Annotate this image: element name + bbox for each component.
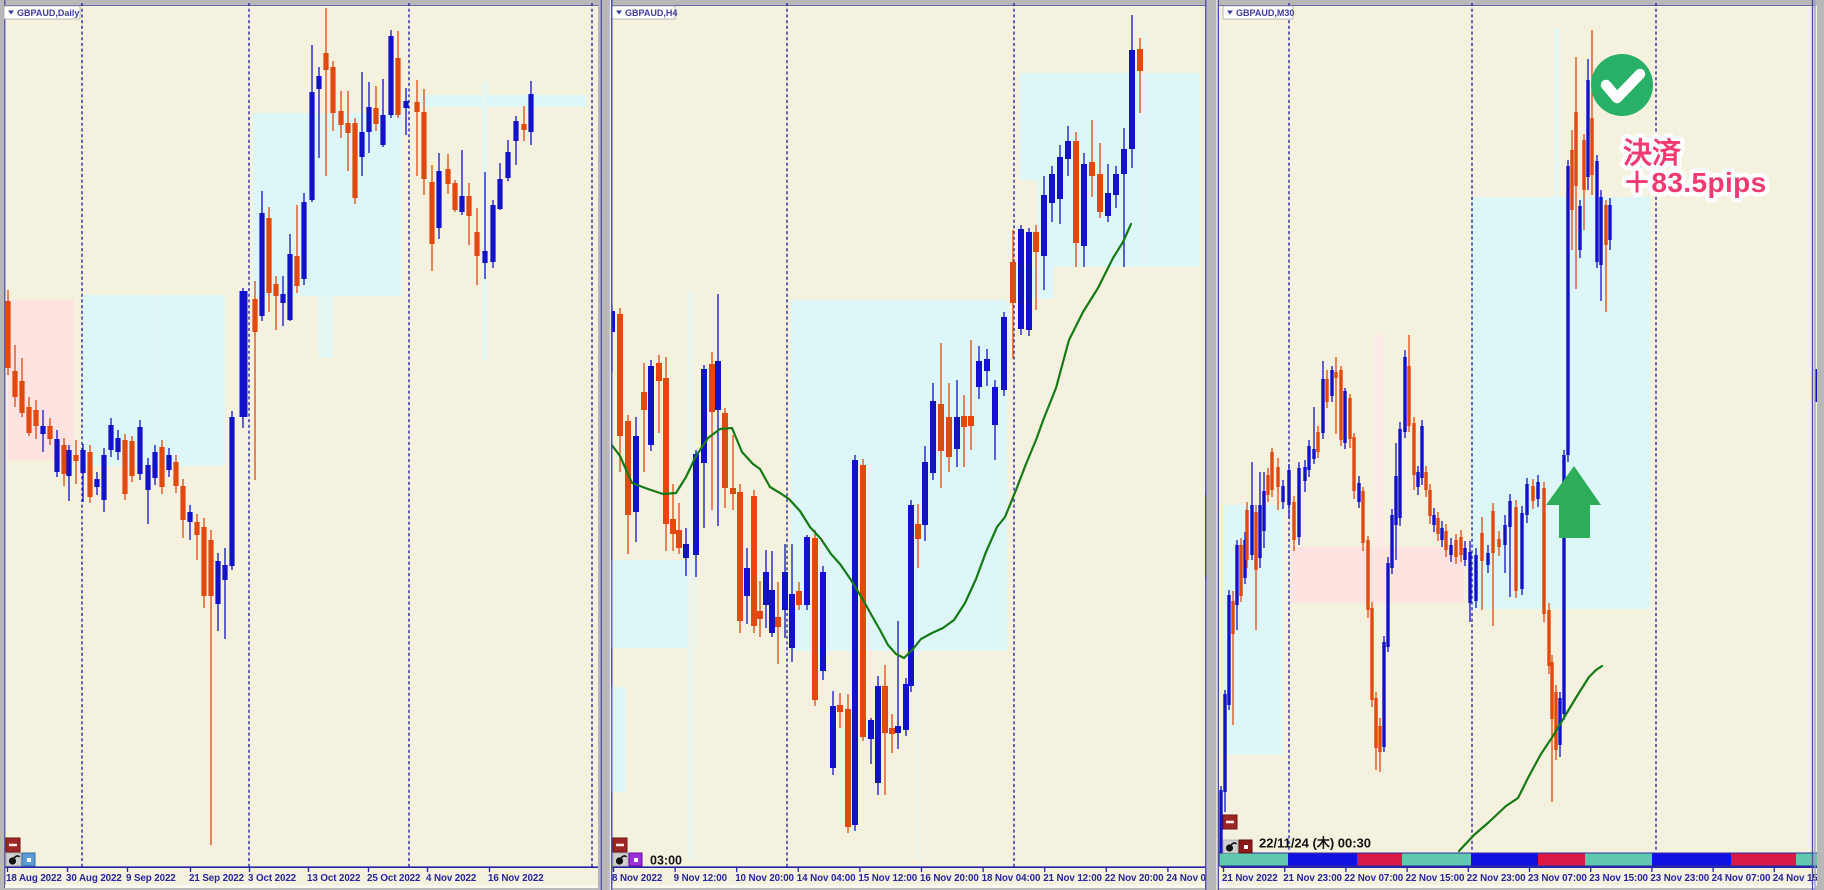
svg-text:GBPAUD,Daily: GBPAUD,Daily xyxy=(17,8,79,18)
svg-text:8 Nov 2022: 8 Nov 2022 xyxy=(612,873,663,884)
svg-text:22 Nov 15:00: 22 Nov 15:00 xyxy=(1406,873,1465,884)
svg-text:18 Aug 2022: 18 Aug 2022 xyxy=(6,873,62,884)
svg-text:22 Nov 20:00: 22 Nov 20:00 xyxy=(1105,873,1164,884)
svg-text:23 Nov 15:00: 23 Nov 15:00 xyxy=(1589,873,1648,884)
svg-text:22 Nov 23:00: 22 Nov 23:00 xyxy=(1467,873,1526,884)
svg-text:30 Aug 2022: 30 Aug 2022 xyxy=(66,873,122,884)
svg-text:21 Sep 2022: 21 Sep 2022 xyxy=(189,873,245,884)
svg-text:21 Nov 12:00: 21 Nov 12:00 xyxy=(1043,873,1102,884)
svg-text:23 Nov 23:00: 23 Nov 23:00 xyxy=(1650,873,1709,884)
svg-text:＋83.5pips: ＋83.5pips xyxy=(1623,167,1767,198)
svg-text:14 Nov 04:00: 14 Nov 04:00 xyxy=(797,873,856,884)
svg-text:決済: 決済 xyxy=(1623,137,1682,170)
svg-text:16 Nov 20:00: 16 Nov 20:00 xyxy=(920,873,979,884)
svg-text:03:00: 03:00 xyxy=(650,854,682,868)
svg-text:4 Nov 2022: 4 Nov 2022 xyxy=(426,873,477,884)
svg-text:22/11/24 (木) 00:30: 22/11/24 (木) 00:30 xyxy=(1259,836,1371,851)
svg-text:決済: 決済 xyxy=(1623,137,1682,170)
svg-text:15 Nov 12:00: 15 Nov 12:00 xyxy=(858,873,917,884)
svg-text:3 Oct 2022: 3 Oct 2022 xyxy=(248,873,297,884)
svg-text:16 Nov 2022: 16 Nov 2022 xyxy=(488,873,544,884)
svg-text:9 Nov 12:00: 9 Nov 12:00 xyxy=(674,873,728,884)
svg-text:24 Nov 07:00: 24 Nov 07:00 xyxy=(1712,873,1771,884)
svg-text:21 Nov 2022: 21 Nov 2022 xyxy=(1222,873,1278,884)
svg-text:21 Nov 23:00: 21 Nov 23:00 xyxy=(1283,873,1342,884)
svg-text:25 Oct 2022: 25 Oct 2022 xyxy=(367,873,421,884)
svg-text:24 Nov 15:00: 24 Nov 15:00 xyxy=(1773,873,1824,884)
svg-text:＋83.5pips: ＋83.5pips xyxy=(1623,167,1767,198)
svg-text:23 Nov 07:00: 23 Nov 07:00 xyxy=(1528,873,1587,884)
svg-text:18 Nov 04:00: 18 Nov 04:00 xyxy=(982,873,1041,884)
svg-text:10 Nov 20:00: 10 Nov 20:00 xyxy=(735,873,794,884)
svg-text:GBPAUD,M30: GBPAUD,M30 xyxy=(1236,8,1294,18)
svg-text:9 Sep 2022: 9 Sep 2022 xyxy=(126,873,176,884)
svg-text:24 Nov 04:: 24 Nov 04: xyxy=(1166,873,1214,884)
svg-text:22 Nov 07:00: 22 Nov 07:00 xyxy=(1344,873,1403,884)
svg-text:GBPAUD,H4: GBPAUD,H4 xyxy=(625,8,677,18)
svg-text:13 Oct 2022: 13 Oct 2022 xyxy=(307,873,361,884)
